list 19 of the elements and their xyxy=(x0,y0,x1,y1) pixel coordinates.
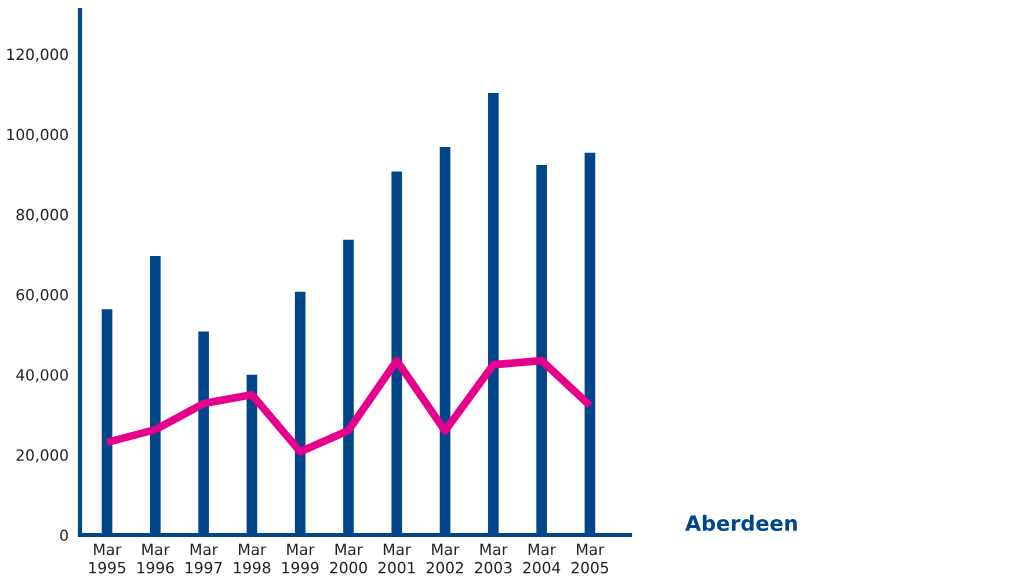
x-tick-label: Mar 2005 xyxy=(571,543,609,574)
x-tick-label: Mar 2001 xyxy=(378,543,415,574)
x-tick-label: Mar 2003 xyxy=(475,543,512,574)
x-tick-label: Mar 1997 xyxy=(185,543,222,574)
y-tick-label: 40,000 xyxy=(16,369,68,383)
y-tick-label: 100,000 xyxy=(7,128,68,142)
y-tick-label: 80,000 xyxy=(16,208,68,222)
x-tick-label: Mar 2002 xyxy=(426,543,463,574)
y-tick-label: 20,000 xyxy=(16,449,68,463)
text: Aberdeen xyxy=(685,514,797,531)
y-tick-label: 0 xyxy=(60,529,68,542)
x-tick-label: Mar 1995 xyxy=(89,543,126,574)
y-tick-label: 120,000 xyxy=(7,48,68,62)
x-tick-label: Mar 1999 xyxy=(282,543,319,574)
x-tick-label: Mar 1998 xyxy=(234,543,271,574)
x-tick-label: Mar 2004 xyxy=(523,543,561,574)
y-tick-label: 60,000 xyxy=(16,289,68,303)
x-tick-label: Mar 2000 xyxy=(330,543,367,574)
x-tick-label: Mar 1996 xyxy=(137,543,174,574)
